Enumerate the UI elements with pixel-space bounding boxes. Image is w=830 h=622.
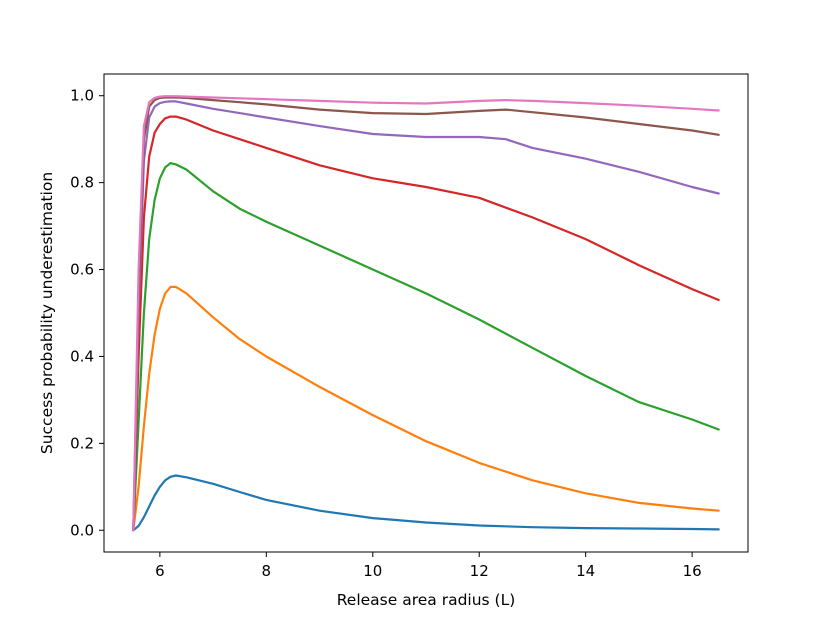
series-line-4 <box>132 115 720 532</box>
y-tick-label: 0.0 <box>70 521 94 539</box>
series-line-7 <box>132 95 720 532</box>
series-line-3 <box>132 162 720 532</box>
plot-frame <box>103 73 749 553</box>
x-tick-label: 10 <box>363 562 382 580</box>
y-tick-label: 0.4 <box>70 347 94 365</box>
series-layer <box>132 95 720 532</box>
x-tick-label: 12 <box>470 562 489 580</box>
series-line-5 <box>132 100 720 532</box>
y-axis-label: Success probability underestimation <box>38 172 56 454</box>
series-line-1 <box>132 474 720 532</box>
y-tick-label: 0.2 <box>70 434 94 452</box>
y-axis-ticks: 0.0 0.2 0.4 0.6 0.8 1.0 <box>70 87 104 539</box>
y-tick-label: 1.0 <box>70 87 94 105</box>
x-tick-label: 16 <box>683 562 702 580</box>
series-line-2 <box>132 285 720 532</box>
x-tick-label: 14 <box>576 562 595 580</box>
x-tick-label: 6 <box>155 562 165 580</box>
y-tick-label: 0.6 <box>70 261 94 279</box>
series-line-6 <box>132 96 720 532</box>
y-tick-label: 0.8 <box>70 174 94 192</box>
x-axis-label: Release area radius (L) <box>337 591 516 609</box>
x-axis-ticks: 6 8 10 12 14 16 <box>155 552 702 580</box>
x-tick-label: 8 <box>262 562 272 580</box>
